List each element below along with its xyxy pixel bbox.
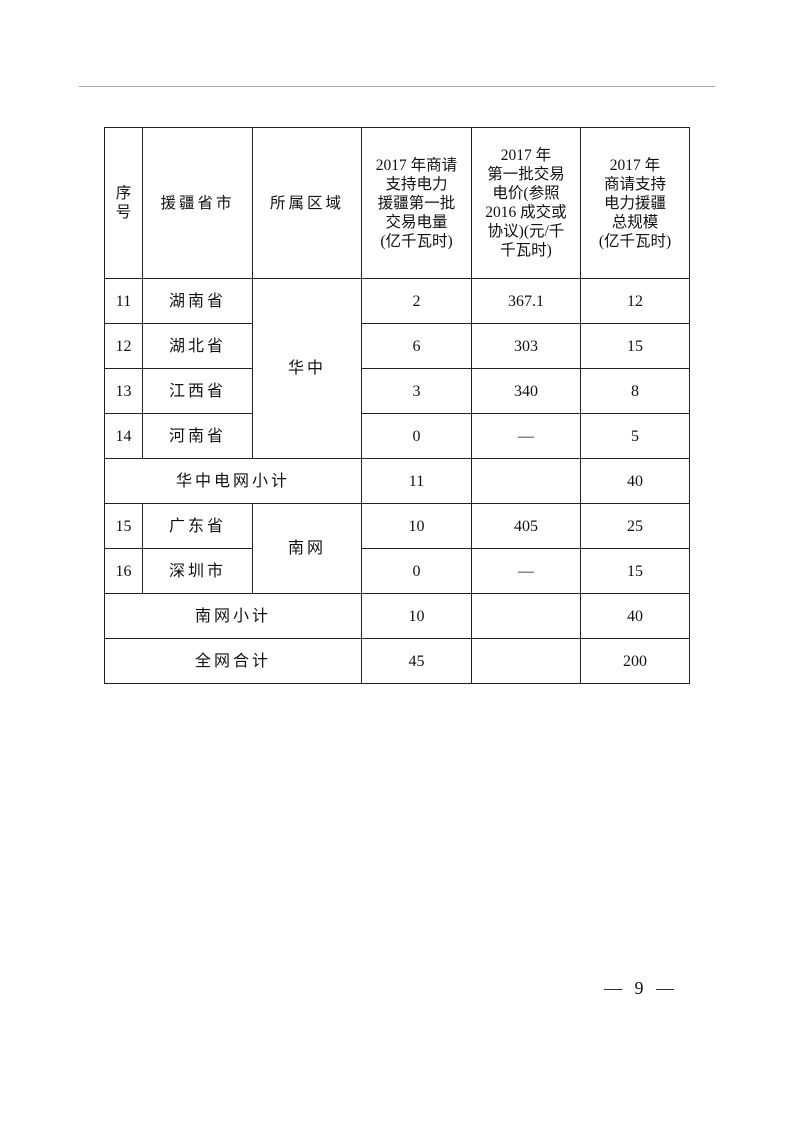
cell-region: 南网 — [252, 503, 362, 594]
table-row: 14 河南省 0 — 5 — [104, 413, 690, 459]
cell-volume: 0 — [361, 548, 472, 594]
header-volume: 2017 年商请 支持电力 援疆第一批 交易电量 (亿千瓦时) — [361, 127, 472, 279]
cell-province: 湖南省 — [142, 278, 253, 324]
cell-seq: 15 — [104, 503, 143, 549]
cell-price — [471, 458, 581, 504]
cell-volume: 45 — [361, 638, 472, 684]
cell-volume: 0 — [361, 413, 472, 459]
cell-total: 40 — [580, 458, 690, 504]
table-row: 15 广东省 南网 10 405 25 — [104, 503, 690, 594]
table-header-row: 序号 援疆省市 所属区域 2017 年商请 支持电力 援疆第一批 交易电量 (亿千瓦时)… — [104, 127, 690, 279]
cell-total: 8 — [580, 368, 690, 414]
cell-price: — — [471, 413, 581, 459]
cell-price — [471, 593, 581, 639]
cell-price: 405 — [471, 503, 581, 549]
cell-total: 15 — [580, 323, 690, 369]
cell-volume: 6 — [361, 323, 472, 369]
cell-province: 广东省 — [142, 503, 253, 549]
cell-subtotal-label: 南网小计 — [104, 593, 362, 639]
power-aid-table: 序号 援疆省市 所属区域 2017 年商请 支持电力 援疆第一批 交易电量 (亿千瓦时)… — [104, 127, 690, 684]
cell-volume: 2 — [361, 278, 472, 324]
cell-total: 15 — [580, 548, 690, 594]
page-number: — 9 — — [604, 978, 678, 998]
cell-price: 303 — [471, 323, 581, 369]
cell-seq: 13 — [104, 368, 143, 414]
table-row: 11 湖南省 华中 2 367.1 12 — [104, 278, 690, 459]
header-region: 所属区域 — [252, 127, 362, 279]
cell-volume: 10 — [361, 593, 472, 639]
cell-province: 深圳市 — [142, 548, 253, 594]
table-row: 13 江西省 3 340 8 — [104, 368, 690, 414]
subtotal-row: 南网小计 10 40 — [104, 593, 690, 639]
header-rule — [79, 86, 715, 87]
cell-seq: 11 — [104, 278, 143, 324]
cell-volume: 11 — [361, 458, 472, 504]
cell-region: 华中 — [252, 278, 362, 459]
table-row: 12 湖北省 6 303 15 — [104, 323, 690, 369]
cell-seq: 12 — [104, 323, 143, 369]
cell-volume: 10 — [361, 503, 472, 549]
cell-price: 367.1 — [471, 278, 581, 324]
table-row: 16 深圳市 0 — 15 — [104, 548, 690, 594]
cell-total: 200 — [580, 638, 690, 684]
cell-price: 340 — [471, 368, 581, 414]
cell-total-label: 全网合计 — [104, 638, 362, 684]
cell-province: 江西省 — [142, 368, 253, 414]
cell-price — [471, 638, 581, 684]
cell-province: 河南省 — [142, 413, 253, 459]
cell-seq: 16 — [104, 548, 143, 594]
total-row: 全网合计 45 200 — [104, 638, 690, 684]
cell-price: — — [471, 548, 581, 594]
cell-seq: 14 — [104, 413, 143, 459]
cell-total: 40 — [580, 593, 690, 639]
header-province: 援疆省市 — [142, 127, 253, 279]
header-total: 2017 年商请支持 电力援疆 总规模 (亿千瓦时) — [580, 127, 690, 279]
cell-subtotal-label: 华中电网小计 — [104, 458, 362, 504]
header-price: 2017 年第一批交易 电价(参照 2016 成交或 协议)(元/千 千瓦时) — [471, 127, 581, 279]
cell-total: 25 — [580, 503, 690, 549]
cell-province: 湖北省 — [142, 323, 253, 369]
cell-total: 12 — [580, 278, 690, 324]
subtotal-row: 华中电网小计 11 40 — [104, 458, 690, 504]
header-seq: 序号 — [104, 127, 143, 279]
cell-total: 5 — [580, 413, 690, 459]
cell-volume: 3 — [361, 368, 472, 414]
